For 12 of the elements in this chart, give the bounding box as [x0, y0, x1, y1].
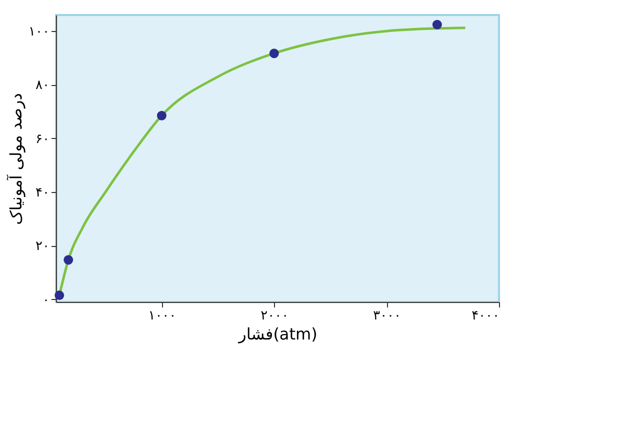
y-tick-label: ۴۰	[36, 186, 50, 201]
y-axis-title: درصد مولی آمونیاک	[6, 93, 26, 225]
y-tick-label: ۸۰	[36, 78, 50, 94]
x-tick-label: ۱۰۰۰	[148, 308, 176, 324]
x-tick-label: ۳۰۰۰	[373, 308, 402, 324]
y-tick-label: ۰	[42, 292, 50, 308]
y-tick-label: ۱۰۰	[28, 24, 50, 40]
x-axis-title: فشار(atm)	[238, 324, 318, 344]
x-tick-label: ۴۰۰۰	[472, 308, 500, 324]
y-tick-label: ۶۰	[36, 132, 50, 147]
x-tick-label: ۲۰۰۰	[260, 308, 289, 324]
y-tick-label: ۲۰	[36, 239, 50, 254]
